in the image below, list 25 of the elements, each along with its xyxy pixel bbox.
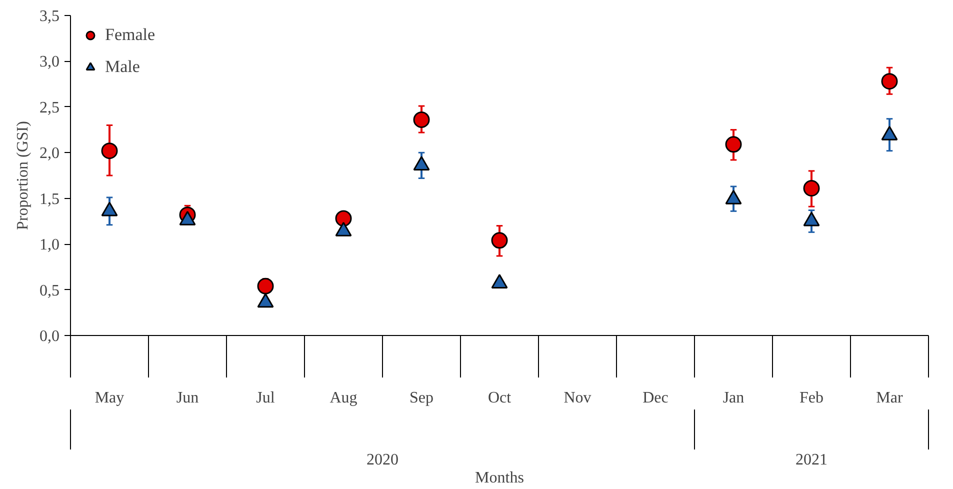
x-tick-label: Jun	[176, 390, 199, 406]
y-axis-title: Proportion (GSI)	[14, 121, 32, 230]
x-tick-label: Nov	[564, 390, 592, 406]
text: 2020	[366, 452, 398, 468]
y-tick-label: 0,0	[40, 328, 60, 345]
y-tick-label: 1,0	[40, 236, 60, 254]
legend-label: Male	[105, 57, 140, 77]
legend-label: Female	[105, 25, 156, 45]
x-tick-label: Jul	[256, 390, 276, 406]
x-tick-label: Feb	[800, 390, 824, 406]
text: 2021	[796, 452, 828, 468]
x-tick-label: May	[94, 390, 124, 406]
y-tick-label: 2,5	[40, 99, 60, 116]
y-tick-label: 3,0	[40, 54, 60, 71]
x-axis-title: Months	[475, 470, 524, 486]
x-tick-label: Aug	[330, 390, 358, 406]
x-tick-label: Dec	[642, 390, 668, 406]
x-tick-label: Oct	[488, 390, 512, 406]
y-tick-label: 2,0	[40, 145, 60, 162]
y-tick-label: 0,5	[40, 282, 60, 300]
x-tick-label: Mar	[876, 390, 904, 406]
x-tick-label: Jan	[722, 390, 744, 406]
x-tick-label: Sep	[410, 390, 434, 406]
y-tick-label: 3,5	[40, 8, 60, 25]
y-tick-label: 1,5	[40, 190, 60, 208]
